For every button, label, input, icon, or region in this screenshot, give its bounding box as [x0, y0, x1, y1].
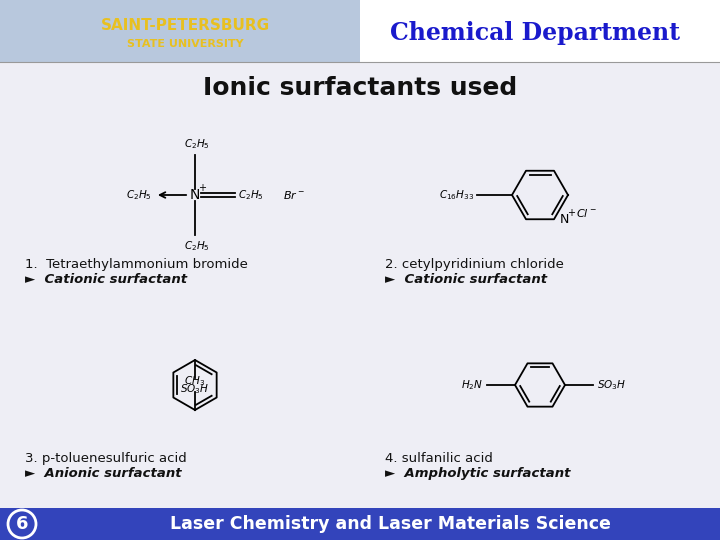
- Text: $H_2N$: $H_2N$: [461, 378, 483, 392]
- Circle shape: [8, 510, 36, 538]
- Text: $C_{16}H_{33}$: $C_{16}H_{33}$: [438, 188, 474, 202]
- Text: $Cl^-$: $Cl^-$: [576, 207, 597, 219]
- Text: +: +: [198, 183, 206, 193]
- Text: $C_2H_5$: $C_2H_5$: [238, 188, 264, 202]
- Text: ►  Anionic surfactant: ► Anionic surfactant: [25, 467, 181, 480]
- Text: 3. p-toluenesulfuric acid: 3. p-toluenesulfuric acid: [25, 452, 186, 465]
- FancyBboxPatch shape: [0, 508, 720, 540]
- Text: ►  Cationic surfactant: ► Cationic surfactant: [385, 273, 547, 286]
- Text: 2. cetylpyridinium chloride: 2. cetylpyridinium chloride: [385, 258, 564, 271]
- Text: $C_2H_5$: $C_2H_5$: [126, 188, 152, 202]
- FancyBboxPatch shape: [360, 0, 720, 62]
- Text: $Br^-$: $Br^-$: [283, 189, 305, 201]
- Text: Chemical Department: Chemical Department: [390, 21, 680, 45]
- Text: 4. sulfanilic acid: 4. sulfanilic acid: [385, 452, 493, 465]
- Text: ►  Cationic surfactant: ► Cationic surfactant: [25, 273, 187, 286]
- Text: $C_2H_5$: $C_2H_5$: [184, 239, 210, 253]
- Text: N: N: [190, 188, 200, 202]
- Text: Ionic surfactants used: Ionic surfactants used: [203, 76, 517, 100]
- Text: $SO_3H$: $SO_3H$: [597, 378, 626, 392]
- FancyBboxPatch shape: [0, 0, 360, 62]
- Text: $CH_3$: $CH_3$: [184, 374, 205, 388]
- Text: 6: 6: [16, 515, 28, 533]
- Text: +: +: [567, 208, 575, 218]
- Text: $C_2H_5$: $C_2H_5$: [184, 137, 210, 151]
- Text: ►  Ampholytic surfactant: ► Ampholytic surfactant: [385, 467, 570, 480]
- Text: $SO_3H$: $SO_3H$: [181, 382, 210, 396]
- Text: N: N: [560, 213, 570, 226]
- Text: SAINT-PETERSBURG: SAINT-PETERSBURG: [100, 17, 269, 32]
- Text: Laser Chemistry and Laser Materials Science: Laser Chemistry and Laser Materials Scie…: [170, 515, 611, 533]
- Text: STATE UNIVERSITY: STATE UNIVERSITY: [127, 39, 243, 49]
- Text: 1.  Tetraethylammonium bromide: 1. Tetraethylammonium bromide: [25, 258, 248, 271]
